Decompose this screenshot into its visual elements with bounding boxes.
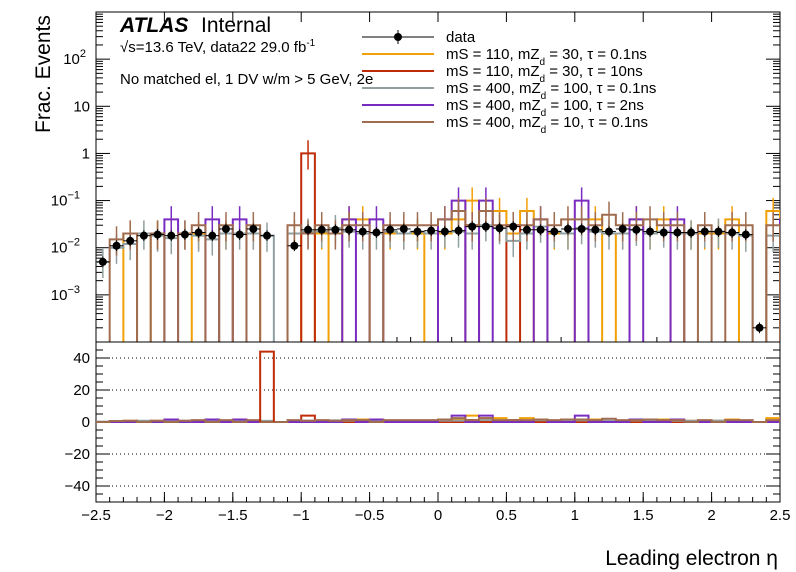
top-panel: 10−3 10−2 10−1 1 10 102: [51, 11, 791, 343]
energy-label: √s=13.6 TeV, data22 29.0 fb-1: [120, 38, 316, 56]
data-point: [632, 225, 641, 234]
series-4-ratio: [96, 414, 780, 423]
y-tick-label: 10: [73, 98, 90, 115]
ratio-spike: [259, 350, 275, 422]
ratio-plot-area: [96, 350, 780, 423]
data-point: [550, 227, 559, 236]
data-point: [386, 225, 395, 234]
data-point: [221, 224, 230, 233]
ratio-y-tick-label: −40: [65, 478, 90, 495]
data-point: [577, 224, 586, 233]
data-point: [673, 228, 682, 237]
legend-label-0: data: [446, 29, 476, 46]
x-tick-label: −1.5: [218, 507, 248, 524]
data-point: [509, 222, 518, 231]
ratio-y-tick-label: 0: [82, 414, 90, 431]
ratio-y-tick-label: 40: [73, 350, 90, 367]
data-point: [646, 227, 655, 236]
selection-label: No matched el, 1 DV w/m > 5 GeV, 2e: [120, 71, 373, 88]
annotations: ATLAS Internal √s=13.6 TeV, data22 29.0 …: [119, 14, 373, 88]
data-point: [249, 224, 258, 233]
legend-label-2: mS = 110, mZd = 30, τ = 10ns: [446, 63, 643, 85]
legend-label-4: mS = 400, mZd = 100, τ = 2ns: [446, 97, 644, 119]
top-plot-area: [96, 140, 791, 342]
data-point: [180, 230, 189, 239]
data-point: [522, 225, 531, 234]
x-tick-label: −1: [293, 507, 310, 524]
y-tick-label: 1: [82, 145, 90, 162]
atlas-label: ATLAS: [119, 14, 188, 37]
x-tick-label: 2: [707, 507, 715, 524]
data-point: [331, 225, 340, 234]
data-point: [700, 227, 709, 236]
data-point: [153, 230, 162, 239]
data-point: [714, 227, 723, 236]
data-point: [263, 231, 271, 240]
data-point: [440, 227, 449, 236]
ratio-y-tick-label: −20: [65, 446, 90, 463]
data-point: [413, 227, 422, 236]
y-tick-label: 10−1: [51, 190, 80, 210]
data-point: [591, 225, 600, 234]
internal-label: Internal: [201, 14, 271, 37]
data-point: [536, 225, 545, 234]
data-point: [427, 226, 436, 235]
series-2-step: [300, 152, 522, 342]
data-point: [98, 257, 107, 266]
series-4-step: [163, 199, 780, 342]
data-point: [112, 241, 121, 250]
data-point: [235, 230, 244, 239]
data-point: [481, 222, 490, 231]
x-tick-label: 1.5: [633, 507, 654, 524]
x-tick-label: 1: [571, 507, 579, 524]
data-point: [755, 323, 764, 332]
x-tick-label: −2: [156, 507, 173, 524]
data-point: [399, 224, 408, 233]
data-point: [728, 228, 737, 237]
data-point: [358, 227, 367, 236]
data-point: [345, 225, 354, 234]
series-5-ratio: [96, 417, 780, 423]
y-axis-label: Frac. Events: [32, 15, 55, 133]
y-tick-label: 10−3: [51, 284, 80, 304]
data-point: [454, 226, 463, 235]
data-point: [783, 232, 791, 240]
series-5-step: [108, 210, 780, 342]
ratio-y-tick-label: 20: [73, 382, 90, 399]
data-point: [139, 231, 148, 240]
data-point: [563, 224, 572, 233]
data-point: [687, 228, 696, 237]
y-tick-label: 102: [63, 48, 86, 68]
data-point: [741, 230, 750, 239]
series-3-step: [96, 224, 780, 342]
data-point: [495, 224, 504, 233]
x-tick-label: −0.5: [355, 507, 385, 524]
x-tick-label: 0.5: [496, 507, 517, 524]
y-tick-label: 10−2: [51, 237, 80, 257]
data-point: [304, 225, 313, 234]
data-point: [208, 231, 217, 240]
legend-data-marker: [394, 33, 402, 41]
x-tick-label: −2.5: [81, 507, 111, 524]
legend-label-5: mS = 400, mZd = 10, τ = 0.1ns: [446, 114, 648, 136]
legend-label-1: mS = 110, mZd = 30, τ = 0.1ns: [446, 46, 647, 68]
data-point: [290, 241, 299, 250]
data-point: [468, 222, 477, 231]
data-point: [372, 228, 381, 237]
data-point: [605, 227, 613, 236]
x-tick-label: 2.5: [770, 507, 791, 524]
ratio-panel: 40 20 0 −20 −40 −2.5 −2 −1.5 −1 −0.5 0 0.5 1 1.5 2 2.5: [65, 341, 791, 524]
data-point: [167, 231, 176, 240]
x-tick-label: 0: [434, 507, 442, 524]
data-point: [194, 228, 203, 237]
data-point: [317, 225, 326, 234]
data-point: [659, 228, 668, 237]
data-point: [126, 236, 135, 245]
x-axis-label: Leading electron η: [605, 547, 778, 570]
data-point: [618, 224, 627, 233]
legend-label-3: mS = 400, mZd = 100, τ = 0.1ns: [446, 80, 656, 102]
